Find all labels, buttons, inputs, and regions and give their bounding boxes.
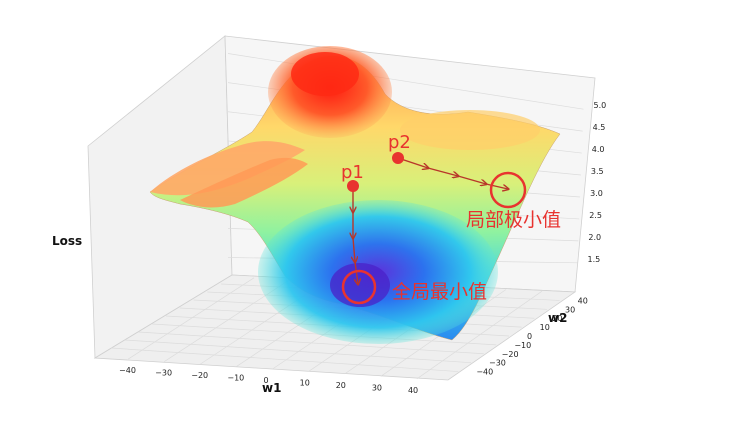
z-tick-label: 3.5 [591,167,604,176]
x-tick-label: −20 [191,371,208,380]
x-tick-label: −10 [227,374,244,383]
global-minimum-circle [341,269,377,305]
y-tick-label: −40 [476,368,493,377]
y-tick-label: 0 [527,332,532,341]
z-tick-label: 2.5 [589,211,602,220]
y-tick-label: −30 [489,359,506,368]
z-axis-ticks: 1.5 2.0 2.5 3.0 3.5 4.0 4.5 5.0 [588,101,607,264]
z-tick-label: 5.0 [593,101,606,110]
x-axis-ticks: −40 −30 −20 −10 0 10 20 30 40 [119,366,418,395]
y-tick-label: −10 [514,341,531,350]
z-tick-label: 4.0 [592,145,605,154]
y-tick-label: 40 [578,296,588,305]
p1-label: p1 [341,162,364,183]
z-axis-label: Loss [52,234,82,248]
y-axis-label: w2 [548,311,567,325]
x-tick-label: 10 [300,378,310,387]
loss-surface [149,46,561,344]
x-tick-label: 20 [336,381,346,390]
descent-path-p2 [397,157,508,189]
x-tick-label: 0 [264,376,269,385]
x-tick-label: −40 [119,366,136,375]
x-tick-label: 30 [372,383,382,392]
p1-marker [347,180,359,192]
x-tick-label: −30 [155,369,172,378]
y-tick-label: 30 [565,305,575,314]
x-axis-label: w1 [262,381,281,395]
x-tick-label: 40 [408,386,418,395]
z-tick-label: 3.0 [590,189,603,198]
y-tick-label: −20 [502,350,519,359]
local-minimum-label: 局部极小值 [466,209,561,231]
z-tick-label: 2.0 [588,233,601,242]
p2-marker [392,152,404,164]
y-tick-label: 20 [552,314,562,323]
z-tick-label: 4.5 [593,123,606,132]
y-tick-label: 10 [540,323,550,332]
z-tick-label: 1.5 [588,255,601,264]
local-minimum-circle [489,171,527,209]
global-minimum-label: 全局最小值 [392,281,487,303]
p2-label: p2 [388,132,411,153]
